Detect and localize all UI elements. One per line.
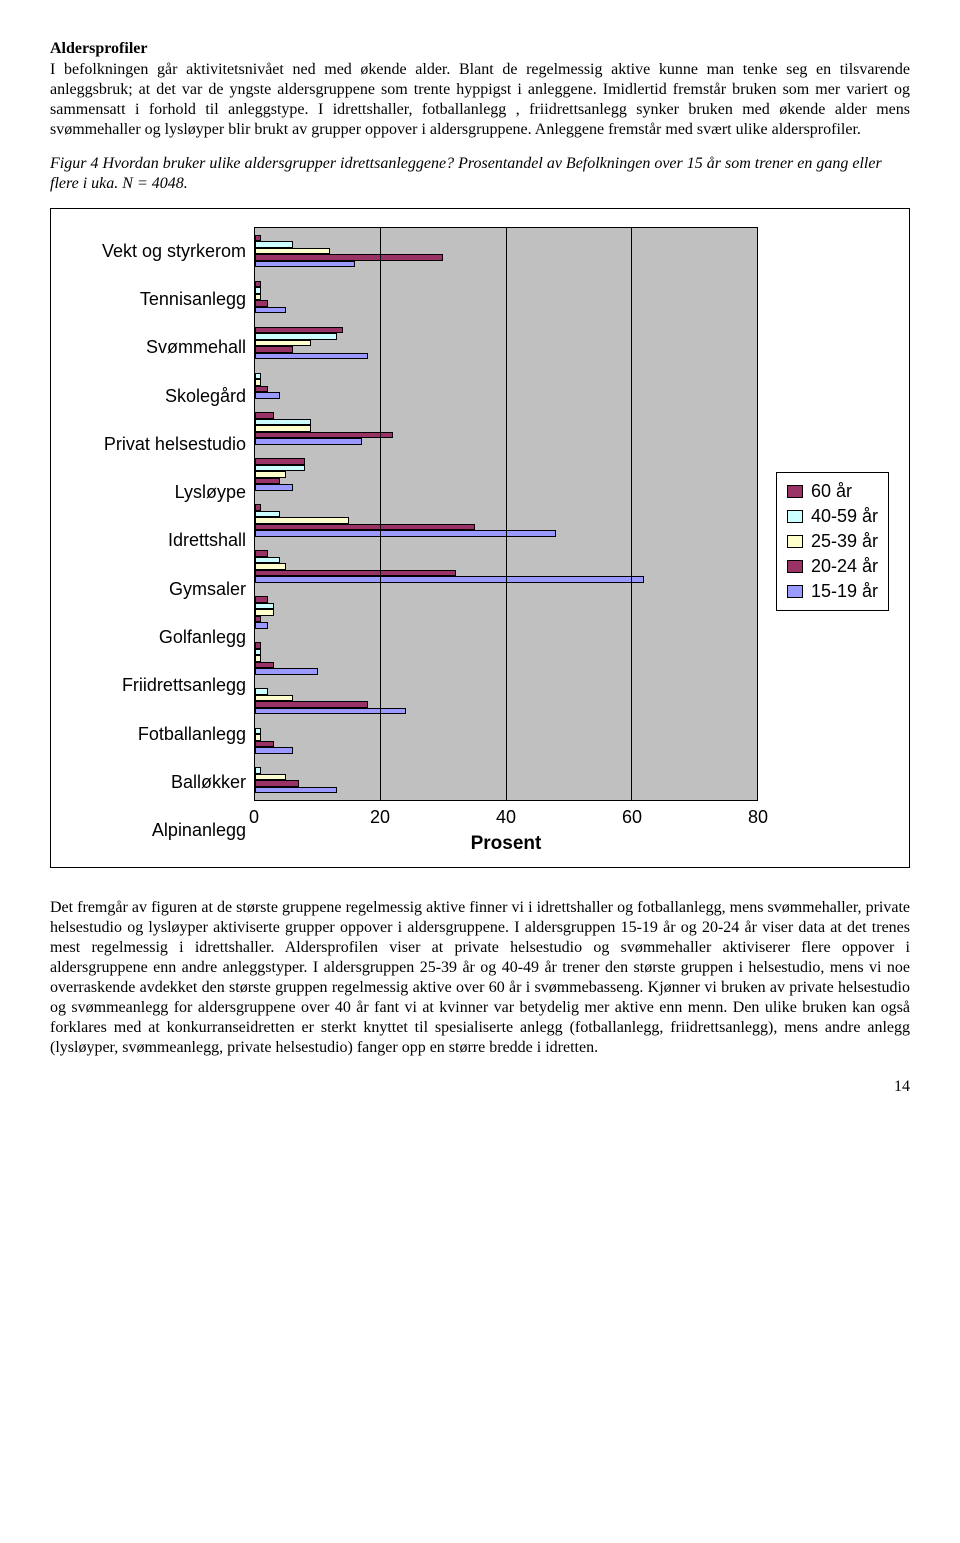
chart-bar — [255, 307, 286, 314]
chart-x-label: Prosent — [254, 833, 758, 855]
legend-swatch — [787, 560, 803, 573]
chart-x-tick: 80 — [748, 807, 768, 828]
chart-x-tick: 40 — [496, 807, 516, 828]
chart-x-tick: 60 — [622, 807, 642, 828]
chart-gridline — [506, 228, 507, 800]
chart-category-label: Idrettshall — [71, 530, 246, 551]
intro-paragraph: I befolkningen går aktivitetsnivået ned … — [50, 60, 910, 140]
chart-x-tick: 20 — [370, 807, 390, 828]
chart-gridline — [380, 228, 381, 800]
chart-category-label: Golfanlegg — [71, 627, 246, 648]
legend-swatch — [787, 485, 803, 498]
chart-x-tick: 0 — [249, 807, 259, 828]
chart-gridline — [757, 228, 758, 800]
chart-category-label: Friidrettsanlegg — [71, 675, 246, 696]
chart-category-label: Privat helsestudio — [71, 434, 246, 455]
chart-bar — [255, 392, 280, 399]
chart-bar — [255, 261, 355, 268]
chart-y-labels: Vekt og styrkerom Tennisanlegg Svømmehall S… — [71, 227, 254, 855]
legend-swatch — [787, 535, 803, 548]
chart-bar — [255, 787, 337, 794]
chart-bar — [255, 530, 556, 537]
legend-row: 20-24 år — [787, 554, 878, 579]
legend-label: 15-19 år — [811, 581, 878, 602]
legend-swatch — [787, 585, 803, 598]
body-paragraph-2: Det fremgår av figuren at de største gru… — [50, 898, 910, 1058]
chart-category-label: Fotballanlegg — [71, 724, 246, 745]
chart-bar — [255, 353, 368, 360]
legend-row: 15-19 år — [787, 579, 878, 604]
legend-label: 20-24 år — [811, 556, 878, 577]
chart-category-label: Balløkker — [71, 772, 246, 793]
chart-category-label: Alpinanlegg — [71, 820, 246, 841]
chart-bar — [255, 708, 406, 715]
legend-row: 25-39 år — [787, 529, 878, 554]
chart-container: Vekt og styrkerom Tennisanlegg Svømmehall S… — [50, 208, 910, 868]
chart-bar — [255, 438, 362, 445]
chart-bar — [255, 668, 318, 675]
legend-label: 25-39 år — [811, 531, 878, 552]
chart-category-label: Svømmehall — [71, 337, 246, 358]
legend-row: 40-59 år — [787, 504, 878, 529]
legend-label: 60 år — [811, 481, 852, 502]
chart-bar — [255, 747, 293, 754]
chart-bar — [255, 622, 268, 629]
chart-gridline — [631, 228, 632, 800]
chart-x-axis: 020406080 — [254, 807, 758, 829]
chart-plot-area — [254, 227, 758, 801]
chart-bar — [255, 484, 293, 491]
chart-category-label: Tennisanlegg — [71, 289, 246, 310]
chart-category-label: Gymsaler — [71, 579, 246, 600]
figure-caption: Figur 4 Hvordan bruker ulike aldersgrupp… — [50, 154, 910, 194]
legend-row: 60 år — [787, 479, 878, 504]
chart-category-label: Lysløype — [71, 482, 246, 503]
chart-category-label: Skolegård — [71, 386, 246, 407]
section-title: Aldersprofiler — [50, 40, 910, 58]
chart-legend: 60 år 40-59 år 25-39 år 20-24 år 15-19 år — [776, 472, 889, 611]
chart-bar — [255, 576, 644, 583]
legend-swatch — [787, 510, 803, 523]
legend-label: 40-59 år — [811, 506, 878, 527]
chart-category-label: Vekt og styrkerom — [71, 241, 246, 262]
page-number: 14 — [50, 1078, 910, 1096]
